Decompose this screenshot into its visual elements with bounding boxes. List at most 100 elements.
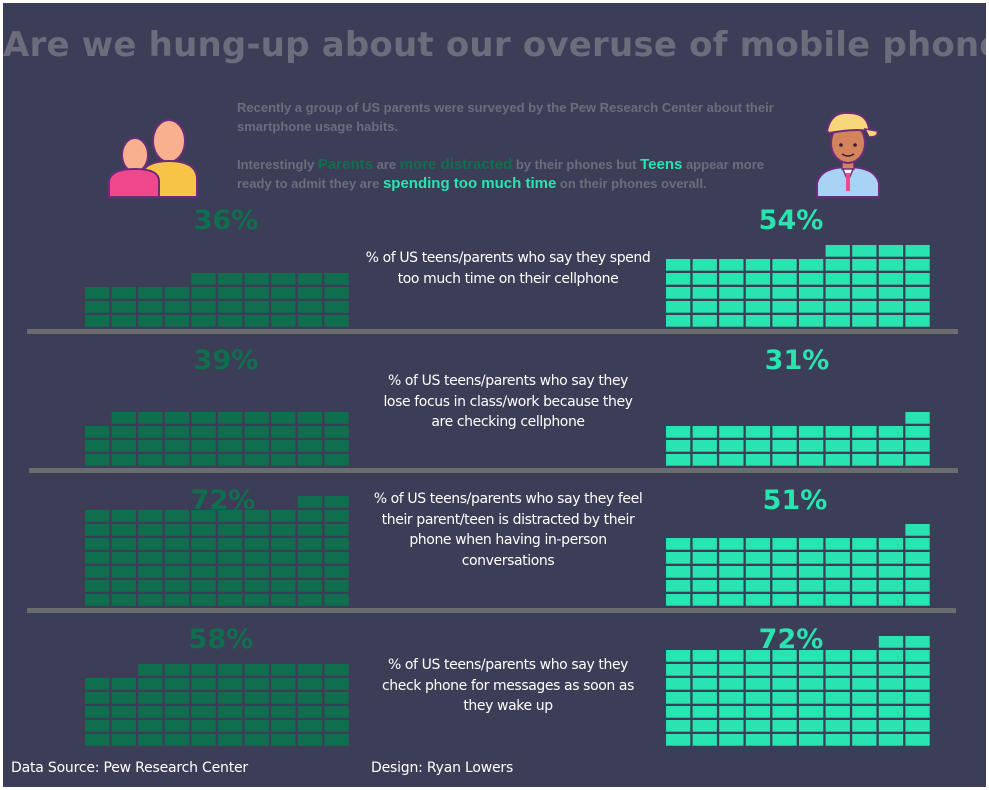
teens-waffle-cell xyxy=(905,720,930,732)
parents-waffle-cell xyxy=(191,734,216,746)
teens-waffle-cell xyxy=(905,650,930,662)
parents-waffle-cell xyxy=(191,678,216,690)
teens-waffle-cell xyxy=(905,664,930,676)
teens-waffle-cell xyxy=(666,734,691,746)
parents-waffle-cell xyxy=(244,678,269,690)
teens-waffle-cell xyxy=(745,664,771,676)
teens-waffle-cell xyxy=(905,706,930,718)
teens-waffle-cell xyxy=(666,664,691,676)
parents-waffle-cell xyxy=(138,734,163,746)
teens-waffle-cell xyxy=(692,706,717,718)
teens-waffle-cell xyxy=(745,259,771,271)
parents-waffle-cell xyxy=(324,412,349,424)
parents-waffle-cell xyxy=(324,510,349,522)
parents-waffle-cell xyxy=(164,692,190,704)
teens-waffle-cell xyxy=(825,552,850,564)
parents-waffle-cell xyxy=(191,720,216,732)
parents-waffle-cell xyxy=(218,426,243,438)
parents-waffle-cell xyxy=(324,594,349,606)
teens-waffle-cell xyxy=(799,650,824,662)
parents-waffle-cell xyxy=(297,664,323,676)
parents-waffle-cell xyxy=(164,594,190,606)
teens-waffle-cell xyxy=(852,315,877,327)
teens-waffle-cell xyxy=(905,426,930,438)
parents-waffle-cell xyxy=(271,566,296,578)
teens-waffle-cell xyxy=(878,734,904,746)
teens-waffle-cell xyxy=(799,259,824,271)
teens-waffle-cell xyxy=(772,538,797,550)
teens-waffle-cell xyxy=(852,538,877,550)
parents-waffle-cell xyxy=(218,301,243,313)
parents-waffle-cell xyxy=(297,496,323,508)
parents-waffle-cell xyxy=(218,510,243,522)
parents-waffle-cell xyxy=(111,510,136,522)
teens-waffle-cell xyxy=(719,720,744,732)
teens-waffle-cell xyxy=(825,734,850,746)
teens-waffle-cell xyxy=(745,678,771,690)
question-text: % of US teens/parents who say they spend… xyxy=(365,250,651,287)
parents-waffle-cell xyxy=(244,566,269,578)
highlight-spending-too-much-time: spending too much time xyxy=(382,175,557,192)
teens-waffle-cell xyxy=(799,566,824,578)
parents-waffle-cell xyxy=(297,510,323,522)
teens-waffle-cell xyxy=(799,426,824,438)
waffle-charts xyxy=(85,245,930,746)
teens-waffle-cell xyxy=(825,650,850,662)
parents-waffle-cell xyxy=(244,454,269,466)
parents-waffle-cell xyxy=(138,538,163,550)
parents-pct-label: 58% xyxy=(188,624,254,655)
parents-waffle-cell xyxy=(297,720,323,732)
page-title: Are we hung-up about our overuse of mobi… xyxy=(3,25,986,65)
teens-waffle-cell xyxy=(878,580,904,592)
teens-waffle-cell xyxy=(852,301,877,313)
teens-waffle-cell xyxy=(878,315,904,327)
parents-waffle-cell xyxy=(164,524,190,536)
teens-waffle-cell xyxy=(905,259,930,271)
parents-waffle-cell xyxy=(324,566,349,578)
parents-waffle-cell xyxy=(244,273,269,285)
teens-waffle-cell xyxy=(745,538,771,550)
parents-waffle-cell xyxy=(271,412,296,424)
teens-waffle-cell xyxy=(852,734,877,746)
parents-waffle-cell xyxy=(85,734,110,746)
parents-waffle-cell xyxy=(191,273,216,285)
teens-waffle-cell xyxy=(772,720,797,732)
parents-waffle-cell xyxy=(218,720,243,732)
parents-waffle-cell xyxy=(297,734,323,746)
parents-waffle-cell xyxy=(191,426,216,438)
teens-waffle-cell xyxy=(745,315,771,327)
teens-waffle-cell xyxy=(825,287,850,299)
teens-waffle-cell xyxy=(905,580,930,592)
teens-waffle-cell xyxy=(825,692,850,704)
teens-waffle-cell xyxy=(719,734,744,746)
teens-waffle-cell xyxy=(666,706,691,718)
teens-waffle-cell xyxy=(878,301,904,313)
teens-waffle-cell xyxy=(719,315,744,327)
teens-waffle-cell xyxy=(825,664,850,676)
parents-waffle-cell xyxy=(164,678,190,690)
parents-waffle-cell xyxy=(138,426,163,438)
highlight-parents: Parents xyxy=(317,156,373,173)
teens-waffle-cell xyxy=(825,538,850,550)
parents-waffle-cell xyxy=(111,566,136,578)
parents-waffle-cell xyxy=(164,720,190,732)
parents-waffle-cell xyxy=(191,510,216,522)
teens-waffle-cell xyxy=(878,552,904,564)
parents-waffle-cell xyxy=(191,301,216,313)
parents-waffle-cell xyxy=(138,566,163,578)
parents-waffle-cell xyxy=(297,538,323,550)
parents-waffle-cell xyxy=(218,524,243,536)
teens-waffle-cell xyxy=(905,245,930,257)
parents-waffle-cell xyxy=(271,301,296,313)
teens-waffle-cell xyxy=(719,650,744,662)
parents-waffle-cell xyxy=(164,734,190,746)
teens-waffle-cell xyxy=(692,426,717,438)
parents-waffle-cell xyxy=(271,454,296,466)
teens-waffle-cell xyxy=(772,315,797,327)
parents-waffle-cell xyxy=(164,510,190,522)
parents-waffle-cell xyxy=(164,412,190,424)
parents-waffle-cell xyxy=(138,692,163,704)
parents-waffle-cell xyxy=(191,566,216,578)
parents-waffle-cell xyxy=(164,301,190,313)
teens-waffle-cell xyxy=(666,678,691,690)
